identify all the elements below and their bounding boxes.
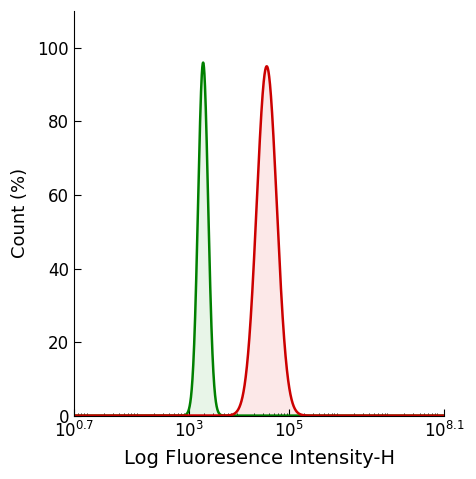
- Y-axis label: Count (%): Count (%): [11, 168, 29, 258]
- X-axis label: Log Fluoresence Intensity-H: Log Fluoresence Intensity-H: [124, 449, 395, 468]
